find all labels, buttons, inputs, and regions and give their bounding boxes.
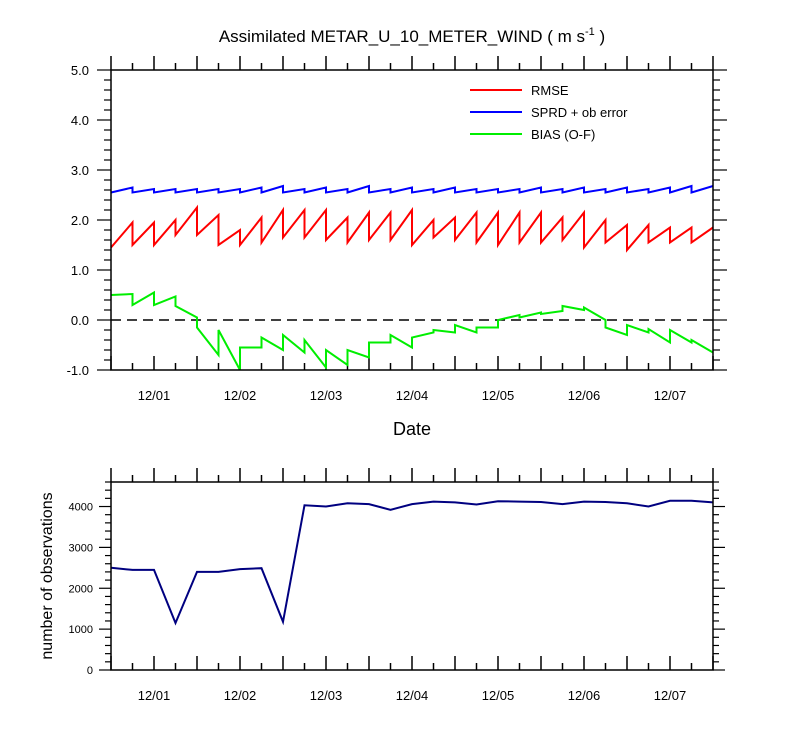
y-tick-label: 3000 bbox=[69, 542, 93, 554]
x-tick-label: 12/01 bbox=[138, 688, 171, 703]
y-tick-label: 3.0 bbox=[71, 163, 89, 178]
x-tick-label: 12/06 bbox=[568, 688, 601, 703]
top-series-group bbox=[110, 184, 714, 371]
y-tick-label: 0.0 bbox=[71, 313, 89, 328]
y-tick-label: 5.0 bbox=[71, 63, 89, 78]
x-tick-label: 12/07 bbox=[654, 388, 687, 403]
y-tick-label: 2.0 bbox=[71, 213, 89, 228]
x-tick-label: 12/03 bbox=[310, 688, 343, 703]
x-tick-label: 12/06 bbox=[568, 388, 601, 403]
y-tick-label: 0 bbox=[87, 665, 93, 677]
chart-title-superscript: -1 bbox=[585, 26, 595, 38]
x-tick-label: 12/04 bbox=[396, 388, 429, 403]
observations-line bbox=[110, 499, 714, 626]
y-axis-label: number of observations bbox=[39, 492, 56, 659]
series-line-1 bbox=[110, 184, 714, 194]
series-line-2 bbox=[110, 290, 714, 371]
y-tick-label: 4.0 bbox=[71, 113, 89, 128]
legend-label: SPRD + ob error bbox=[531, 105, 628, 120]
x-tick-label: 12/01 bbox=[138, 388, 171, 403]
y-tick-label: 1.0 bbox=[71, 263, 89, 278]
y-tick-label: 4000 bbox=[69, 502, 93, 514]
x-tick-label: 12/05 bbox=[482, 688, 515, 703]
chart-title: Assimilated METAR_U_10_METER_WIND ( m s-… bbox=[219, 26, 605, 46]
legend-label: RMSE bbox=[531, 83, 569, 98]
x-tick-label: 12/03 bbox=[310, 388, 343, 403]
y-tick-label: 2000 bbox=[69, 583, 93, 595]
top-panel: Assimilated METAR_U_10_METER_WIND ( m s-… bbox=[67, 26, 727, 439]
top-plot-frame bbox=[110, 69, 714, 371]
y-tick-label: 1000 bbox=[69, 624, 93, 636]
bottom-plot-frame bbox=[110, 481, 714, 671]
chart-title-suffix: ) bbox=[595, 27, 605, 46]
x-tick-label: 12/05 bbox=[482, 388, 515, 403]
series-line-0 bbox=[110, 204, 714, 253]
chart-title-main: Assimilated METAR_U_10_METER_WIND ( m s bbox=[219, 27, 585, 46]
x-tick-label: 12/04 bbox=[396, 688, 429, 703]
x-tick-label: 12/02 bbox=[224, 688, 257, 703]
x-axis-label: Date bbox=[393, 419, 431, 439]
y-tick-label: -1.0 bbox=[67, 363, 89, 378]
bottom-axis-ticks: 12/01 12/02 12/03 12/04 12/05 12/06 12/07 0 1000… bbox=[69, 468, 725, 703]
x-tick-label: 12/02 bbox=[224, 388, 257, 403]
legend: RMSE SPRD + ob error BIAS (O-F) bbox=[470, 83, 628, 142]
bottom-panel: 12/01 12/02 12/03 12/04 12/05 12/06 12/07 0 1000… bbox=[39, 468, 725, 703]
bottom-series-group bbox=[110, 499, 714, 626]
legend-label: BIAS (O-F) bbox=[531, 127, 595, 142]
x-tick-label: 12/07 bbox=[654, 688, 687, 703]
